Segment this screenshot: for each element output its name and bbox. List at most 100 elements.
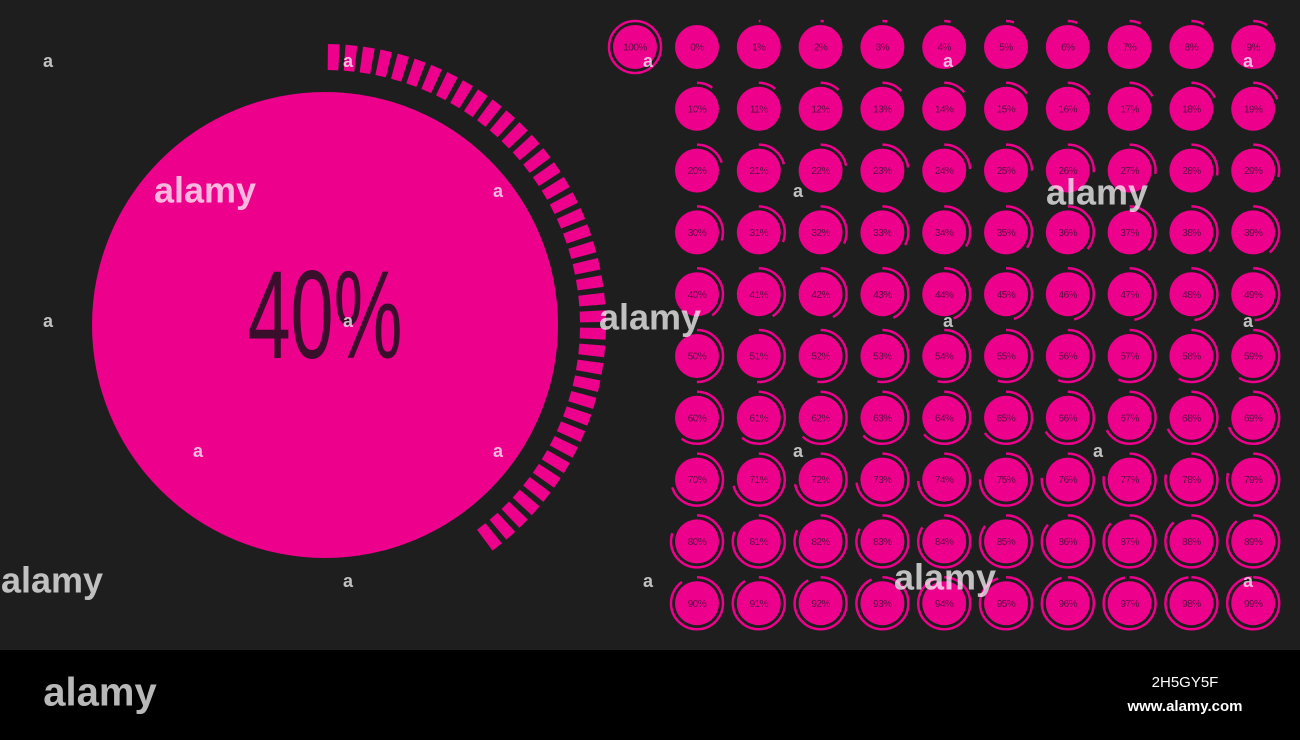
gauge-label: 80%: [688, 537, 707, 548]
watermark-letter: a: [793, 181, 804, 201]
gauge-arc: [669, 575, 725, 631]
gauge-disc: [922, 25, 967, 69]
gauge-label: 18%: [1182, 104, 1201, 115]
gauge-arc: [1164, 514, 1219, 569]
gauge-label: 25%: [997, 166, 1016, 177]
gauge-arc: [1040, 143, 1096, 198]
gauge-arc: [669, 390, 725, 446]
gauge-disc: [675, 148, 719, 193]
gauge-disc: [798, 86, 843, 131]
gauge-arc: [1040, 452, 1096, 507]
gauge-label: 28%: [1182, 166, 1201, 177]
gauge-label: 48%: [1182, 290, 1201, 301]
gauge-disc: [1107, 25, 1152, 69]
image-id: 2H5GY5F: [1152, 674, 1219, 691]
gauge-disc: [675, 457, 719, 502]
gauge-label: 54%: [935, 352, 954, 363]
gauge-disc: [1045, 581, 1090, 626]
gauge-disc: [736, 148, 781, 193]
gauge-arc: [731, 266, 787, 322]
gauge-arc: [1164, 81, 1219, 137]
gauge-disc: [1107, 581, 1152, 626]
gauge-disc: [1169, 334, 1214, 378]
gauge-arc: [916, 452, 972, 507]
gauge-disc: [860, 334, 905, 378]
watermark-letter: a: [943, 311, 954, 331]
gauge-label: 5%: [999, 43, 1013, 54]
gauge-disc: [1169, 581, 1214, 626]
gauge-label: 76%: [1059, 475, 1078, 486]
gauge-label: 35%: [997, 228, 1016, 239]
gauge-disc: [798, 334, 843, 378]
gauge-label: 92%: [811, 599, 830, 610]
gauge-disc: [860, 210, 905, 255]
gauge-label: 6%: [1061, 43, 1075, 54]
gauge-label: 23%: [873, 166, 892, 177]
gauge-label: 42%: [811, 290, 830, 301]
gauge-label: 96%: [1059, 599, 1078, 610]
gauge-arc: [1040, 514, 1096, 569]
gauge-label: 53%: [873, 352, 892, 363]
gauge-disc: [860, 272, 905, 317]
watermark: alamy: [1, 560, 103, 601]
gauge-disc: [675, 86, 719, 131]
gauge-label: 79%: [1244, 475, 1263, 486]
gauge-arc: [1102, 266, 1157, 322]
gauge-arc: [1102, 19, 1157, 75]
gauge-arc: [916, 328, 972, 384]
gauge-arc: [916, 266, 972, 322]
watermark-letter: a: [343, 311, 354, 331]
gauge-arc: [1040, 205, 1096, 260]
gauge-disc: [1107, 519, 1152, 564]
gauge-disc: [984, 86, 1028, 131]
gauge-disc: [922, 210, 967, 255]
gauge-label: 21%: [750, 166, 769, 177]
gauge-label: 68%: [1182, 413, 1201, 424]
gauge-arc: [1225, 390, 1281, 446]
watermark-letter: a: [1093, 441, 1104, 461]
gauge-arc: [855, 514, 910, 569]
gauge-arc: [855, 19, 910, 75]
gauge-arc: [1164, 452, 1219, 507]
gauge-disc: [736, 272, 781, 317]
gauge-disc: [1169, 272, 1214, 317]
gauge-label: 55%: [997, 352, 1016, 363]
gauge-disc: [922, 457, 967, 502]
gauge-label: 20%: [688, 166, 707, 177]
main-gauge-disc: [92, 92, 558, 558]
gauge-label: 49%: [1244, 290, 1263, 301]
watermark-letter: a: [643, 51, 654, 71]
gauge-arc: [731, 390, 787, 446]
gauge-label: 57%: [1120, 352, 1139, 363]
gauge-label: 31%: [750, 228, 769, 239]
gauge-arc: [1225, 514, 1281, 569]
gauge-arc: [1225, 19, 1281, 75]
gauge-arc: [1102, 205, 1157, 260]
gauge-label: 78%: [1182, 475, 1201, 486]
gauge-disc: [798, 148, 843, 193]
gauge-arc: [1040, 81, 1096, 137]
gauge-label: 33%: [873, 228, 892, 239]
gauge-arc: [731, 514, 787, 569]
gauge-disc: [1045, 457, 1090, 502]
gauge-disc: [1231, 25, 1276, 69]
watermark-letter: a: [493, 181, 504, 201]
gauge-disc: [860, 86, 905, 131]
gauge-label: 64%: [935, 413, 954, 424]
gauge-arc: [978, 575, 1034, 631]
gauge-arc: [1225, 266, 1281, 322]
gauge-arc: [1102, 81, 1157, 137]
gauge-label: 52%: [811, 352, 830, 363]
gauge-disc: [675, 334, 719, 378]
gauge-arc: [855, 205, 910, 260]
gauge-arc: [669, 81, 725, 137]
gauge-arc: [1102, 390, 1157, 446]
gauge-arc: [1040, 328, 1096, 384]
gauge-disc: [860, 25, 905, 69]
gauge-label: 62%: [811, 413, 830, 424]
gauge-disc: [1231, 272, 1276, 317]
gauge-label: 88%: [1182, 537, 1201, 548]
gauge-disc: [1045, 148, 1090, 193]
gauge-label: 0%: [690, 43, 704, 54]
gauge-label: 15%: [997, 104, 1016, 115]
